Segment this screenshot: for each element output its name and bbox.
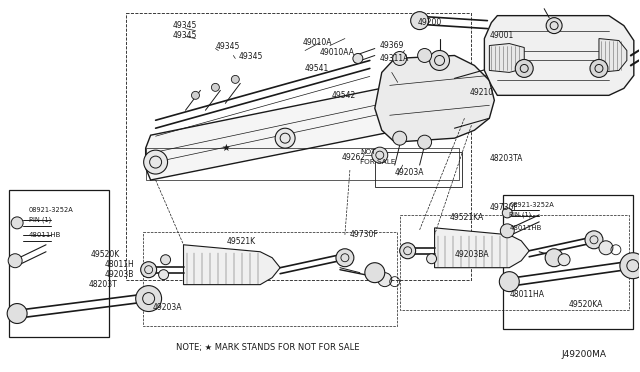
Text: 08921-3252A: 08921-3252A <box>509 202 554 208</box>
Circle shape <box>502 208 512 218</box>
Text: 49203A: 49203A <box>395 167 424 177</box>
Text: 08921-3252A: 08921-3252A <box>29 207 74 213</box>
Circle shape <box>159 270 168 280</box>
Circle shape <box>585 231 603 249</box>
Circle shape <box>429 51 449 70</box>
Text: 48203T: 48203T <box>89 280 118 289</box>
Circle shape <box>378 273 392 286</box>
Text: FOR SALE: FOR SALE <box>360 159 396 165</box>
Text: 49520KA: 49520KA <box>569 300 604 309</box>
Text: 49001: 49001 <box>490 31 514 40</box>
Text: 49210: 49210 <box>469 88 493 97</box>
Circle shape <box>275 128 295 148</box>
Text: J49200MA: J49200MA <box>561 350 607 359</box>
Circle shape <box>11 217 23 229</box>
Circle shape <box>211 83 220 92</box>
Circle shape <box>191 92 200 99</box>
Polygon shape <box>375 55 494 142</box>
Text: 48011H: 48011H <box>105 260 134 269</box>
Text: 49345: 49345 <box>216 42 240 51</box>
Bar <box>375 152 463 187</box>
Text: 48011HB: 48011HB <box>509 225 541 231</box>
Text: 49203B: 49203B <box>105 270 134 279</box>
Circle shape <box>8 254 22 268</box>
Circle shape <box>7 304 27 324</box>
Bar <box>146 148 460 180</box>
Text: 49521KA: 49521KA <box>449 214 484 222</box>
Text: NOT: NOT <box>360 149 375 155</box>
Circle shape <box>418 48 431 62</box>
Text: 49730F: 49730F <box>350 230 379 239</box>
Text: 49311A: 49311A <box>380 54 409 63</box>
Circle shape <box>393 51 406 65</box>
Text: 48011HB: 48011HB <box>29 232 61 238</box>
Circle shape <box>545 249 563 267</box>
Circle shape <box>515 60 533 77</box>
Circle shape <box>231 76 239 83</box>
Text: 49521K: 49521K <box>227 237 255 246</box>
Circle shape <box>336 249 354 267</box>
Circle shape <box>427 254 436 264</box>
Circle shape <box>620 253 640 279</box>
Circle shape <box>418 135 431 149</box>
Text: 48203TA: 48203TA <box>490 154 523 163</box>
Circle shape <box>372 147 388 163</box>
Polygon shape <box>184 245 280 285</box>
Text: 49200: 49200 <box>418 18 442 27</box>
Circle shape <box>558 254 570 266</box>
Bar <box>125 13 472 280</box>
Circle shape <box>143 150 168 174</box>
Circle shape <box>411 12 429 30</box>
Text: 49345: 49345 <box>238 52 262 61</box>
Circle shape <box>136 286 161 311</box>
Circle shape <box>599 241 613 255</box>
Polygon shape <box>146 73 465 180</box>
Text: 49730F: 49730F <box>490 203 518 212</box>
Text: 48011HA: 48011HA <box>509 290 544 299</box>
Circle shape <box>400 243 415 259</box>
Circle shape <box>365 263 385 283</box>
Circle shape <box>393 131 406 145</box>
Polygon shape <box>484 16 634 95</box>
Text: 49345: 49345 <box>173 21 197 30</box>
Text: NOTE; ★ MARK STANDS FOR NOT FOR SALE: NOTE; ★ MARK STANDS FOR NOT FOR SALE <box>175 343 359 352</box>
Text: 49520K: 49520K <box>91 250 120 259</box>
Circle shape <box>546 17 562 33</box>
Bar <box>400 215 629 310</box>
Circle shape <box>161 255 171 265</box>
Text: PIN (1): PIN (1) <box>509 212 532 218</box>
Text: PIN (1): PIN (1) <box>29 217 51 223</box>
Circle shape <box>353 54 363 64</box>
Text: ★: ★ <box>221 143 230 153</box>
Bar <box>143 232 397 327</box>
Polygon shape <box>435 228 529 268</box>
Text: 49541: 49541 <box>305 64 330 73</box>
Polygon shape <box>599 39 627 73</box>
Polygon shape <box>490 44 524 73</box>
Text: 49542: 49542 <box>332 91 356 100</box>
Circle shape <box>499 272 519 292</box>
Text: 49203BA: 49203BA <box>454 250 489 259</box>
Text: 49369: 49369 <box>380 41 404 50</box>
Circle shape <box>590 60 608 77</box>
Circle shape <box>500 224 515 238</box>
Text: 49345: 49345 <box>173 31 197 40</box>
Text: 49010A: 49010A <box>303 38 333 47</box>
Circle shape <box>141 262 157 278</box>
Text: 49010AA: 49010AA <box>320 48 355 57</box>
Bar <box>503 195 633 330</box>
Text: 49203A: 49203A <box>152 303 182 312</box>
Bar <box>9 190 109 337</box>
Text: 49262: 49262 <box>342 153 366 161</box>
